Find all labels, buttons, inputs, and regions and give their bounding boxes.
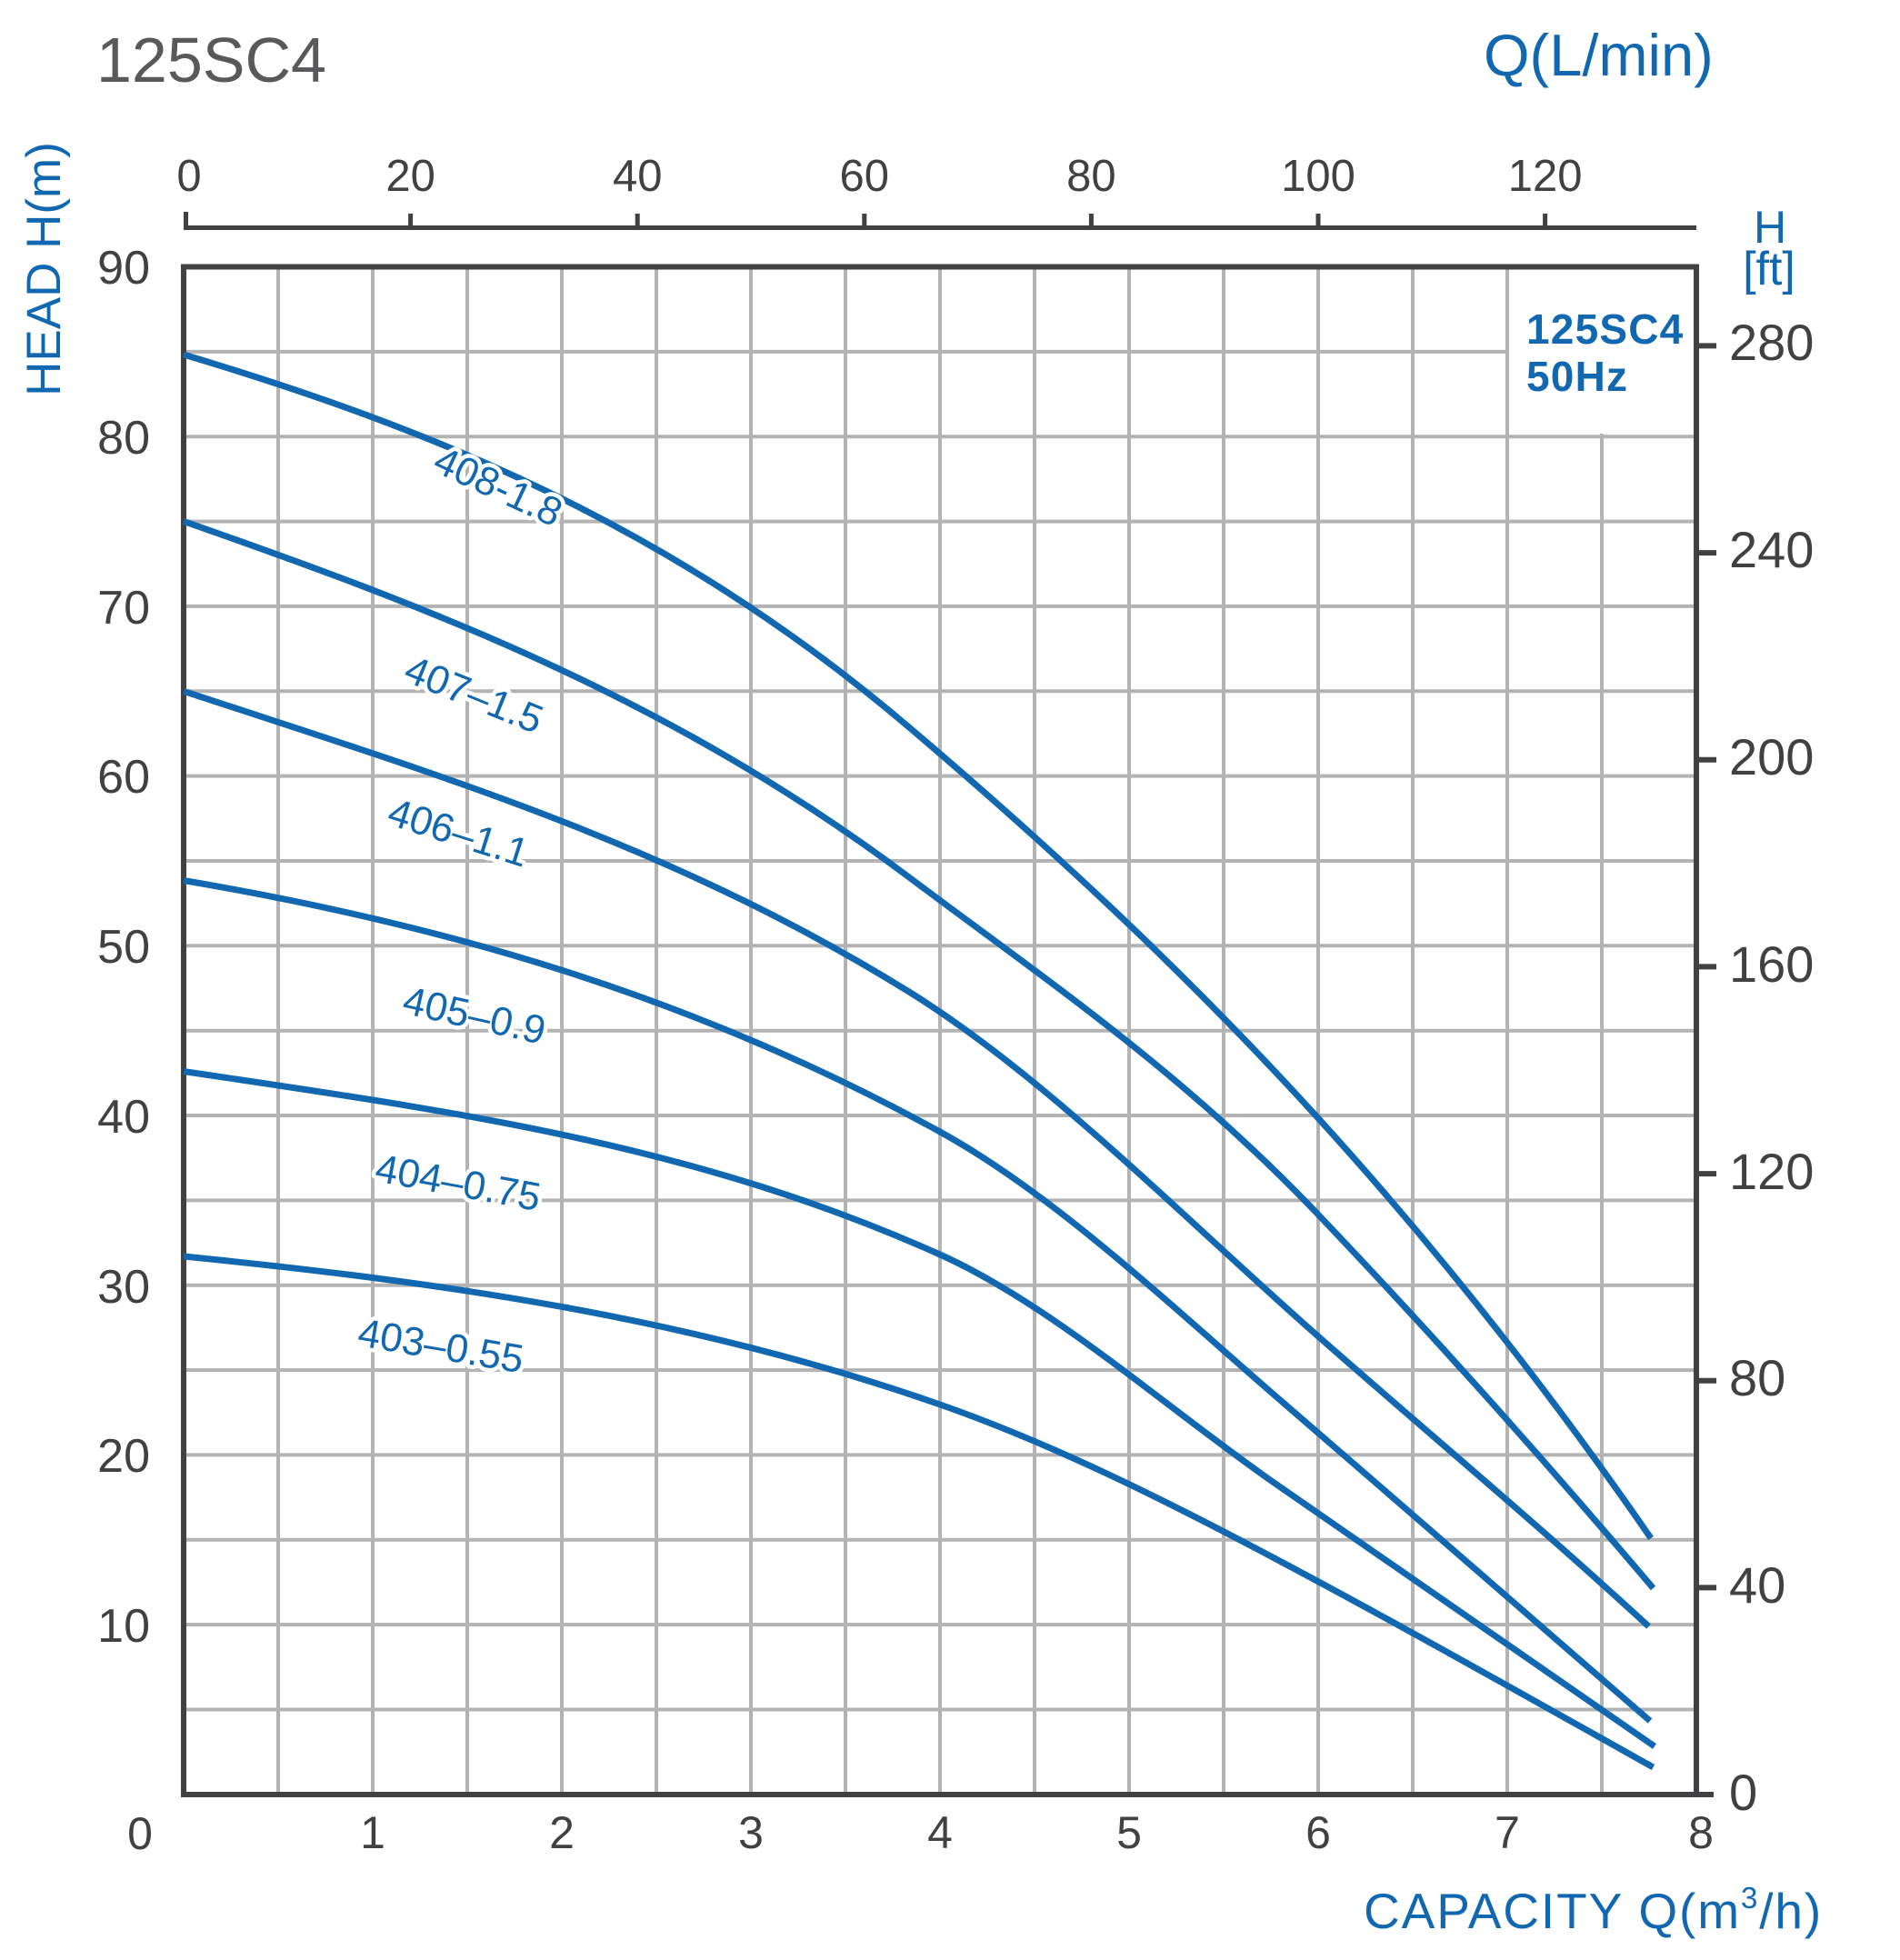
svg-text:90: 90 <box>97 242 150 295</box>
svg-text:3: 3 <box>738 1807 764 1858</box>
svg-text:[ft]: [ft] <box>1743 243 1795 295</box>
svg-text:20: 20 <box>385 152 435 201</box>
svg-text:10: 10 <box>97 1600 150 1653</box>
svg-text:50Hz: 50Hz <box>1526 353 1628 400</box>
svg-text:H: H <box>1754 202 1786 253</box>
svg-text:8: 8 <box>1688 1807 1714 1858</box>
svg-text:125SC4: 125SC4 <box>1526 305 1684 353</box>
svg-text:200: 200 <box>1729 728 1814 785</box>
svg-text:120: 120 <box>1508 152 1583 201</box>
svg-text:240: 240 <box>1729 521 1814 578</box>
svg-text:7: 7 <box>1495 1807 1520 1858</box>
svg-text:280: 280 <box>1729 314 1814 371</box>
svg-text:70: 70 <box>97 582 150 635</box>
svg-text:40: 40 <box>1729 1556 1785 1614</box>
svg-text:0: 0 <box>1729 1764 1757 1821</box>
svg-text:5: 5 <box>1116 1807 1142 1858</box>
svg-text:40: 40 <box>613 152 663 201</box>
svg-text:0: 0 <box>176 152 201 201</box>
svg-text:1: 1 <box>360 1807 385 1858</box>
svg-text:Q(L/min): Q(L/min) <box>1484 22 1714 88</box>
svg-text:60: 60 <box>840 152 890 201</box>
svg-text:0: 0 <box>127 1808 153 1859</box>
svg-text:6: 6 <box>1305 1807 1331 1858</box>
svg-text:60: 60 <box>97 751 150 804</box>
svg-text:HEAD H(m): HEAD H(m) <box>17 142 71 396</box>
svg-text:30: 30 <box>97 1261 150 1314</box>
svg-text:80: 80 <box>97 412 150 465</box>
svg-text:100: 100 <box>1281 152 1355 201</box>
svg-text:2: 2 <box>549 1807 575 1858</box>
svg-text:125SC4: 125SC4 <box>96 25 326 95</box>
svg-text:80: 80 <box>1066 152 1116 201</box>
svg-text:4: 4 <box>927 1807 953 1858</box>
svg-text:50: 50 <box>97 921 150 974</box>
svg-text:80: 80 <box>1729 1349 1785 1406</box>
svg-text:20: 20 <box>97 1430 150 1483</box>
svg-text:160: 160 <box>1729 935 1814 993</box>
svg-text:120: 120 <box>1729 1143 1814 1200</box>
svg-text:40: 40 <box>97 1091 150 1144</box>
